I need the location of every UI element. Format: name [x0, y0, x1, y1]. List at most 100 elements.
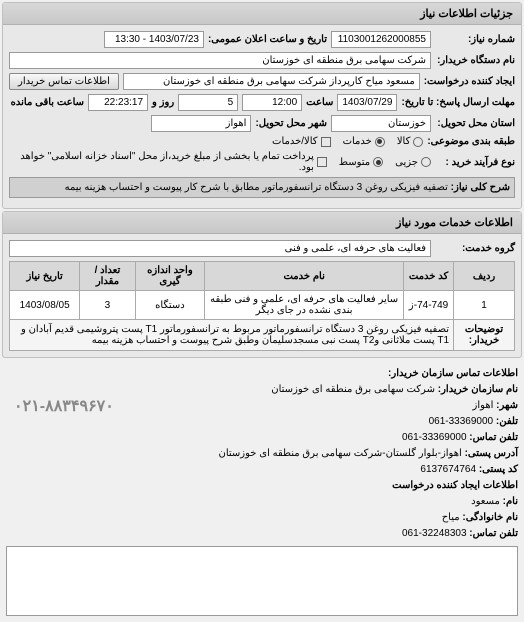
purchase-note-label: پرداخت تمام یا بخشی از مبلغ خرید،از محل …	[9, 151, 314, 173]
contact-postal-row: کد پستی: 6137674764	[6, 462, 518, 478]
th-3: واحد اندازه گیری	[135, 262, 205, 291]
th-2: نام خدمت	[205, 262, 404, 291]
deadline-time-field: 12:00	[242, 94, 302, 111]
contact-postal-value: 6137674764	[420, 464, 476, 475]
radio-motevaset[interactable]: متوسط	[339, 157, 383, 168]
radio-khadamat[interactable]: خدمات	[343, 136, 385, 147]
contact-fax-label: تلفن تماس:	[469, 432, 518, 443]
creator-lastname-value: میاح	[442, 512, 460, 523]
radio-jozi-label: جزیی	[395, 157, 418, 168]
announce-date-field: 1403/07/23 - 13:30	[104, 31, 204, 48]
time-remain-field: 22:23:17	[88, 94, 148, 111]
services-panel: اطلاعات خدمات مورد نیاز گروه خدمت: فعالی…	[2, 211, 522, 358]
contact-fax-row: تلفن تماس: 33369000-061	[6, 430, 518, 446]
days-remain-field: 5	[178, 94, 238, 111]
th-4: تعداد / مقدار	[80, 262, 135, 291]
row-buyer-org: نام دستگاه خریدار: شرکت سهامی برق منطقه …	[9, 52, 515, 69]
table-header-row: ردیف کد خدمت نام خدمت واحد اندازه گیری ت…	[10, 262, 515, 291]
desc-text-cell: تصفیه فیزیکی روغن 3 دستگاه ترانسفورماتور…	[10, 320, 454, 351]
services-header: اطلاعات خدمات مورد نیاز	[3, 212, 521, 234]
radio-kala[interactable]: کالا	[397, 136, 424, 147]
contact-address-label: آدرس پستی:	[465, 448, 518, 459]
bottom-empty-box	[6, 546, 518, 616]
row-need-number: شماره نیاز: 1103001262000855 تاریخ و ساع…	[9, 31, 515, 48]
services-table: ردیف کد خدمت نام خدمت واحد اندازه گیری ت…	[9, 261, 515, 351]
contact-header: اطلاعات تماس سازمان خریدار:	[6, 366, 518, 382]
contact-address-row: آدرس پستی: اهواز-بلوار گلستان-شرکت سهامی…	[6, 446, 518, 462]
row-bundle: طبقه بندی موضوعی: کالا خدمات کالا/خدمات	[9, 136, 515, 147]
radio-jozi[interactable]: جزیی	[395, 157, 431, 168]
services-body: گروه خدمت: فعالیت های حرفه ای، علمی و فن…	[3, 234, 521, 357]
details-header: جزئیات اطلاعات نیاز	[3, 3, 521, 25]
check-kala-khadamat[interactable]: کالا/خدمات	[272, 136, 331, 147]
deadline-label: مهلت ارسال پاسخ: تا تاریخ:	[401, 97, 515, 108]
th-0: ردیف	[454, 262, 515, 291]
contact-phone-label: تلفن:	[496, 416, 518, 427]
remain-label: ساعت باقی مانده	[11, 97, 84, 108]
bundle-label: طبقه بندی موضوعی:	[427, 136, 515, 147]
main-desc-text: تصفیه فیزیکی روغن 3 دستگاه ترانسفورماتور…	[65, 182, 448, 193]
th-5: تاریخ نیاز	[10, 262, 80, 291]
contact-city-value: اهواز	[473, 400, 494, 411]
radio-khadamat-label: خدمات	[343, 136, 372, 147]
radio-motevaset-circle	[373, 157, 383, 167]
contact-phone-value: 33369000-061	[429, 416, 494, 427]
td-5: 1403/08/05	[10, 291, 80, 320]
table-desc-row: توضیحات خریدار: تصفیه فیزیکی روغن 3 دستگ…	[10, 320, 515, 351]
row-deadline: مهلت ارسال پاسخ: تا تاریخ: 1403/07/29 سا…	[9, 94, 515, 111]
table-row: 1 74-749-ز سایر فعالیت های حرفه ای، علمی…	[10, 291, 515, 320]
contact-buyer-button[interactable]: اطلاعات تماس خریدار	[9, 73, 119, 90]
creator-name-row: نام: مسعود	[6, 494, 518, 510]
creator-phone-value: 32248303-061	[402, 528, 467, 539]
announce-date-label: تاریخ و ساعت اعلان عمومی:	[208, 34, 327, 45]
purchase-type-label: نوع فرآیند خرید :	[435, 157, 515, 168]
city-field: اهواز	[151, 115, 251, 132]
service-group-label: گروه خدمت:	[435, 243, 515, 254]
td-3: دستگاه	[135, 291, 205, 320]
creator-name-value: مسعود	[471, 496, 500, 507]
province-field: خوزستان	[331, 115, 431, 132]
radio-kala-label: کالا	[397, 136, 411, 147]
row-requester: ایجاد کننده درخواست: مسعود میاح کارپرداز…	[9, 73, 515, 90]
radio-kala-circle	[413, 137, 423, 147]
contact-address-value: اهواز-بلوار گلستان-شرکت سهامی برق منطقه …	[219, 448, 462, 459]
td-1: 74-749-ز	[404, 291, 454, 320]
contact-org-value: شرکت سهامی برق منطقه ای خوزستان	[271, 384, 435, 395]
need-number-field: 1103001262000855	[331, 31, 431, 48]
city-label: شهر محل تحویل:	[255, 118, 327, 129]
requester-label: ایجاد کننده درخواست:	[424, 76, 515, 87]
creator-phone-row: تلفن تماس: 32248303-061	[6, 526, 518, 542]
row-province: استان محل تحویل: خوزستان شهر محل تحویل: …	[9, 115, 515, 132]
td-2: سایر فعالیت های حرفه ای، علمی و فنی طبقه…	[205, 291, 404, 320]
main-desc-row: شرح کلی نیاز: تصفیه فیزیکی روغن 3 دستگاه…	[9, 177, 515, 198]
bundle-radio-group: کالا خدمات کالا/خدمات	[272, 136, 423, 147]
contact-fax-value: 33369000-061	[402, 432, 467, 443]
radio-khadamat-circle	[375, 137, 385, 147]
check-purchase-note[interactable]: پرداخت تمام یا بخشی از مبلغ خرید،از محل …	[9, 151, 327, 173]
watermark-phone: ۰۲۱-۸۸۳۴۹۶۷۰	[14, 394, 114, 420]
buyer-org-field: شرکت سهامی برق منطقه ای خوزستان	[9, 52, 431, 69]
creator-phone-label: تلفن تماس:	[469, 528, 518, 539]
details-body: شماره نیاز: 1103001262000855 تاریخ و ساع…	[3, 25, 521, 208]
province-label: استان محل تحویل:	[435, 118, 515, 129]
creator-lastname-row: نام خانوادگی: میاح	[6, 510, 518, 526]
creator-name-label: نام:	[503, 496, 518, 507]
buyer-org-label: نام دستگاه خریدار:	[435, 55, 515, 66]
check-kk-label: کالا/خدمات	[272, 136, 318, 147]
checkbox-kk	[321, 137, 331, 147]
contact-section: اطلاعات تماس سازمان خریدار: نام سازمان خ…	[0, 360, 524, 622]
main-desc-label: شرح کلی نیاز:	[451, 182, 510, 193]
deadline-date-field: 1403/07/29	[337, 94, 397, 111]
th-1: کد خدمت	[404, 262, 454, 291]
days-label: روز و	[152, 97, 174, 108]
row-purchase-type: نوع فرآیند خرید : جزیی متوسط پرداخت تمام…	[9, 151, 515, 173]
contact-city-label: شهر:	[496, 400, 518, 411]
row-service-group: گروه خدمت: فعالیت های حرفه ای، علمی و فن…	[9, 240, 515, 257]
contact-org-label: نام سازمان خریدار:	[438, 384, 518, 395]
contact-postal-label: کد پستی:	[479, 464, 518, 475]
time-label-1: ساعت	[306, 97, 333, 108]
purchase-radio-group: جزیی متوسط پرداخت تمام یا بخشی از مبلغ خ…	[9, 151, 431, 173]
checkbox-note	[317, 157, 327, 167]
service-group-field: فعالیت های حرفه ای، علمی و فنی	[9, 240, 431, 257]
desc-label: توضیحات خریدار:	[465, 324, 503, 346]
